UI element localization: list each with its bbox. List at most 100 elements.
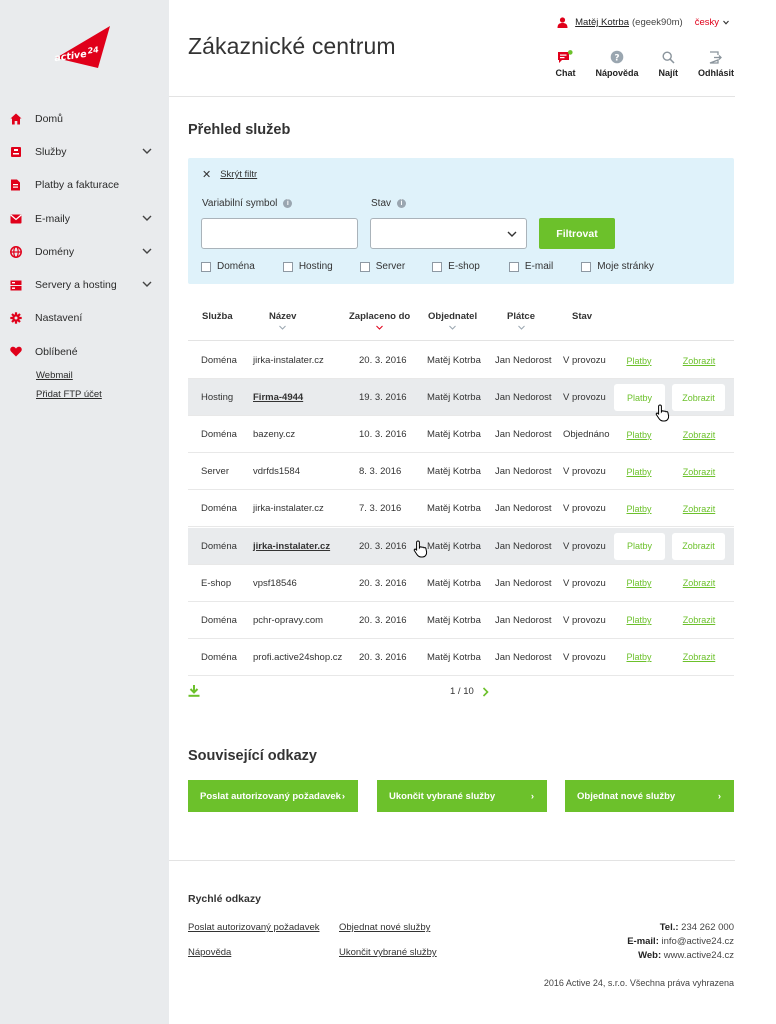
favorite-link-ftp[interactable]: Přidat FTP účet xyxy=(36,389,102,401)
checkbox-moje-stranky[interactable]: Moje stránky xyxy=(581,261,654,272)
active24-logo[interactable]: active 24 xyxy=(48,24,118,72)
chevron-down-icon[interactable] xyxy=(142,247,152,255)
show-link[interactable]: Zobrazit xyxy=(682,355,716,366)
cell-status: V provozu xyxy=(563,614,606,626)
payments-link[interactable]: Platby xyxy=(626,355,652,366)
sidebar-item-emaily[interactable]: E-maily xyxy=(0,202,169,235)
checkbox-email[interactable]: E-mail xyxy=(508,261,553,272)
user-name-link[interactable]: Matěj Kotrba xyxy=(575,17,629,28)
checkbox-server[interactable]: Server xyxy=(359,261,405,272)
footer-link-request[interactable]: Poslat autorizovaný požadavek xyxy=(188,922,320,933)
payments-link[interactable]: Platby xyxy=(626,429,652,440)
chevron-right-icon[interactable] xyxy=(482,686,489,697)
cell-status: V provozu xyxy=(563,503,606,515)
column-objednatel[interactable]: Objednatel xyxy=(428,311,477,330)
send-request-button[interactable]: Poslat autorizovaný požadavek › xyxy=(188,780,358,812)
show-link[interactable]: Zobrazit xyxy=(672,532,725,560)
variable-symbol-input[interactable] xyxy=(201,218,358,249)
cell-name[interactable]: bazeny.cz xyxy=(253,429,296,441)
show-link[interactable]: Zobrazit xyxy=(682,615,716,626)
cell-status: V provozu xyxy=(563,651,606,663)
header-divider xyxy=(169,96,735,97)
column-label: Název xyxy=(269,311,297,322)
download-icon[interactable] xyxy=(188,684,200,697)
cell-name[interactable]: jirka-instalater.cz xyxy=(253,503,324,515)
sidebar-item-sluzby[interactable]: Služby xyxy=(0,135,169,168)
table-row[interactable]: Doména jirka-instalater.cz 20. 3. 2016 Matě… xyxy=(188,342,734,379)
sidebar-item-label: Domů xyxy=(35,112,64,125)
footer-link-order[interactable]: Objednat nové služby xyxy=(339,922,431,933)
cell-name[interactable]: Firma-4944 xyxy=(253,392,304,404)
payments-link[interactable]: Platby xyxy=(626,578,652,589)
pointer-cursor-icon xyxy=(655,404,670,422)
cell-paid-until: 7. 3. 2016 xyxy=(359,503,402,515)
checkbox-domena[interactable]: Doména xyxy=(201,261,255,272)
sidebar-item-domeny[interactable]: Domény xyxy=(0,235,169,268)
web-value[interactable]: www.active24.cz xyxy=(663,950,734,961)
payments-link[interactable]: Platby xyxy=(626,652,652,663)
table-row[interactable]: Doména jirka-instalater.cz 20. 3. 2016 Matě… xyxy=(188,527,734,565)
email-value[interactable]: info@active24.cz xyxy=(661,936,734,947)
cell-name[interactable]: jirka-instalater.cz xyxy=(253,540,331,552)
checkbox-box xyxy=(432,261,443,272)
info-icon[interactable]: i xyxy=(397,199,407,208)
cell-name[interactable]: vpsf18546 xyxy=(253,577,297,589)
logout-button[interactable]: Odhlásit xyxy=(698,49,734,78)
payments-link[interactable]: Platby xyxy=(614,532,665,560)
show-link[interactable]: Zobrazit xyxy=(682,578,716,589)
footer-link-end[interactable]: Ukončit vybrané služby xyxy=(339,947,437,958)
footer-link-help[interactable]: Nápověda xyxy=(188,947,232,958)
sidebar-item-label: Platby a fakturace xyxy=(35,179,120,192)
sidebar-item-servery[interactable]: Servery a hosting xyxy=(0,268,169,301)
chevron-down-icon[interactable] xyxy=(142,280,152,288)
show-link[interactable]: Zobrazit xyxy=(682,429,716,440)
sidebar-item-oblibene[interactable]: Oblíbené xyxy=(0,335,169,368)
info-icon[interactable]: i xyxy=(283,199,293,208)
hide-filter-link[interactable]: ✕ Skrýt filtr xyxy=(202,168,257,181)
payments-link[interactable]: Platby xyxy=(626,615,652,626)
chevron-down-icon[interactable] xyxy=(142,214,152,222)
show-link[interactable]: Zobrazit xyxy=(682,466,716,477)
show-link[interactable]: Zobrazit xyxy=(672,384,725,412)
sidebar-item-nastaveni[interactable]: Nastavení xyxy=(0,302,169,335)
table-row[interactable]: Doména pchr-opravy.com 20. 3. 2016 Matěj Ko… xyxy=(188,602,734,639)
sidebar-item-platby[interactable]: Platby a fakturace xyxy=(0,169,169,202)
cell-name[interactable]: pchr-opravy.com xyxy=(253,614,324,626)
sidebar-item-label: Služby xyxy=(35,145,67,158)
filter-button[interactable]: Filtrovat xyxy=(539,218,615,249)
payments-link[interactable]: Platby xyxy=(626,503,652,514)
end-services-button[interactable]: Ukončit vybrané služby › xyxy=(377,780,547,812)
payments-link[interactable]: Platby xyxy=(626,466,652,477)
table-row[interactable]: Server vdrfds1584 8. 3. 2016 Matěj Kotrba Ja… xyxy=(188,453,734,491)
table-row[interactable]: Doména jirka-instalater.cz 7. 3. 2016 Matěj… xyxy=(188,490,734,528)
cell-name[interactable]: vdrfds1584 xyxy=(253,466,301,478)
column-platce[interactable]: Plátce xyxy=(507,311,535,330)
table-row[interactable]: E-shop vpsf18546 20. 3. 2016 Matěj Kotrba Ja… xyxy=(188,565,734,602)
chat-button[interactable]: Chat xyxy=(555,49,575,78)
svg-text:24: 24 xyxy=(87,45,100,56)
order-services-button[interactable]: Objednat nové služby › xyxy=(565,780,734,812)
payments-link[interactable]: Platby xyxy=(614,384,665,412)
sidebar-item-domu[interactable]: Domů xyxy=(0,102,169,135)
favorite-link-webmail[interactable]: Webmail xyxy=(36,370,73,382)
column-zaplaceno[interactable]: Zaplaceno do xyxy=(349,311,410,330)
column-nazev[interactable]: Název xyxy=(269,311,296,330)
checkbox-hosting[interactable]: Hosting xyxy=(282,261,333,272)
cell-name[interactable]: jirka-instalater.cz xyxy=(253,355,324,366)
help-button[interactable]: ? Nápověda xyxy=(595,49,638,78)
table-row[interactable]: Hosting Firma-4944 19. 3. 2016 Matěj Kotrba… xyxy=(188,379,734,417)
pagination: 1 / 10 xyxy=(450,686,489,697)
show-link[interactable]: Zobrazit xyxy=(682,503,716,514)
status-select[interactable] xyxy=(370,218,527,249)
chevron-down-icon[interactable] xyxy=(142,147,152,155)
table-row[interactable]: Doména bazeny.cz 10. 3. 2016 Matěj Kotrba Ja… xyxy=(188,416,734,454)
search-button[interactable]: Najít xyxy=(658,49,678,78)
cell-name[interactable]: profi.active24shop.cz xyxy=(253,651,343,663)
checkbox-box xyxy=(201,261,211,272)
chat-label: Chat xyxy=(555,68,576,78)
table-row[interactable]: Doména profi.active24shop.cz 20. 3. 2016 Ma… xyxy=(188,639,734,676)
show-link[interactable]: Zobrazit xyxy=(682,652,716,663)
language-select[interactable]: česky xyxy=(695,17,729,28)
cell-status: Objednáno xyxy=(563,429,610,441)
checkbox-eshop[interactable]: E-shop xyxy=(432,261,480,272)
